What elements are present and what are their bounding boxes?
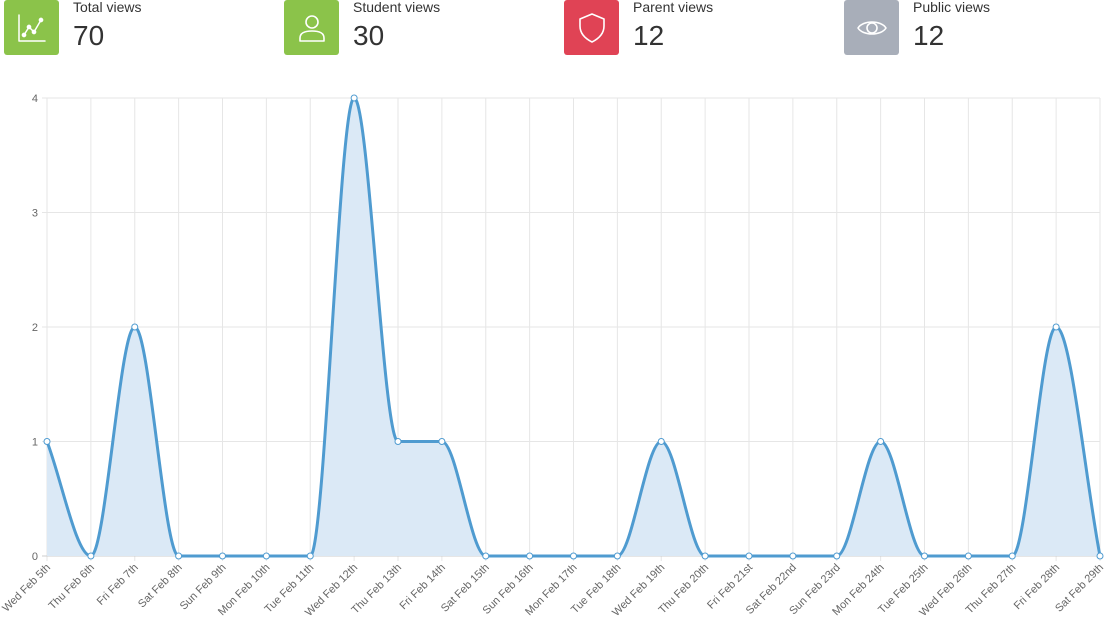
data-point <box>306 552 314 560</box>
y-tick-label: 0 <box>32 551 38 563</box>
y-axis: 0 1 2 3 4 <box>32 93 38 563</box>
data-point <box>438 438 446 445</box>
stat-label: Parent views <box>633 0 714 15</box>
series-points <box>43 94 1104 560</box>
data-point <box>833 552 841 560</box>
stat-value: 30 <box>353 20 385 51</box>
stat-label: Student views <box>353 0 441 15</box>
data-point <box>1008 552 1016 560</box>
series-area <box>47 98 1100 556</box>
data-point <box>877 438 885 445</box>
x-tick-label: Wed Feb 5th <box>0 562 53 615</box>
y-tick-label: 1 <box>32 437 38 449</box>
data-point <box>657 438 665 445</box>
user-icon <box>298 14 325 42</box>
data-point <box>613 552 621 560</box>
y-tick-label: 2 <box>32 322 38 334</box>
data-point <box>701 552 709 560</box>
eye-icon <box>856 20 887 35</box>
stat-icon-box-public <box>844 0 899 55</box>
y-tick-label: 3 <box>32 208 38 220</box>
stat-icon-box-total <box>4 0 59 55</box>
stat-icon-box-parent <box>564 0 619 55</box>
data-point <box>43 438 51 445</box>
area-fill <box>47 98 1100 556</box>
shield-icon <box>578 12 605 43</box>
data-point <box>350 94 358 102</box>
stat-value: 70 <box>73 20 105 51</box>
y-tick-label: 4 <box>32 93 38 105</box>
data-point <box>262 552 270 560</box>
stat-value: 12 <box>633 20 665 51</box>
grid-lines <box>42 97 1101 561</box>
data-point <box>175 552 183 560</box>
data-point <box>570 552 577 560</box>
line-chart-icon <box>17 13 46 42</box>
x-tick-label: Fri Feb 7th <box>95 562 141 608</box>
stat-label: Total views <box>73 0 142 15</box>
data-point <box>745 552 753 560</box>
data-point <box>219 552 226 560</box>
stat-label: Public views <box>913 0 991 15</box>
stat-icon-box-student <box>284 0 339 55</box>
data-point <box>1096 552 1104 560</box>
stats-row: Total views 70 Student views 30 Parent v… <box>4 0 1104 58</box>
data-point <box>131 323 139 331</box>
data-point <box>394 438 402 445</box>
data-point <box>1052 323 1060 331</box>
data-point <box>482 552 490 560</box>
x-tick-label: Thu Feb 6th <box>47 562 97 612</box>
stat-value: 12 <box>913 20 945 51</box>
data-point <box>921 552 928 560</box>
data-point <box>526 552 534 560</box>
data-point <box>789 552 797 560</box>
data-point <box>87 552 95 560</box>
data-point <box>964 552 972 560</box>
